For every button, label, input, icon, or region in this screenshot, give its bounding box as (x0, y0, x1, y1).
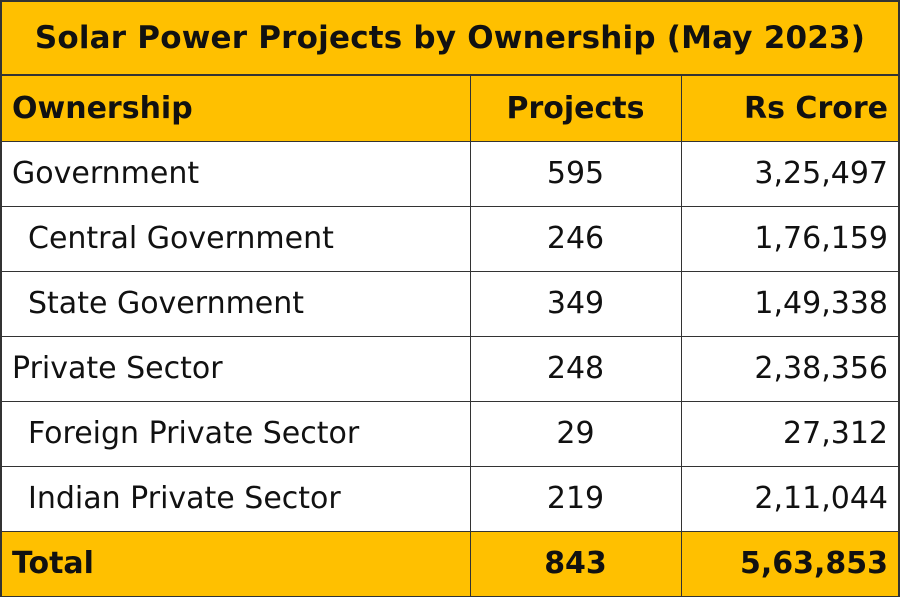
total-projects: 843 (470, 531, 682, 596)
table-row: Government 595 3,25,497 (2, 141, 898, 207)
ownership-cell: Private Sector (2, 336, 471, 402)
column-header-rs-crore: Rs Crore (681, 76, 898, 142)
column-header-ownership: Ownership (2, 76, 471, 142)
table-row: Foreign Private Sector 29 27,312 (2, 401, 898, 467)
projects-cell: 29 (470, 401, 682, 467)
ownership-table: Ownership Projects Rs Crore Government 5… (2, 76, 898, 596)
total-row: Total 843 5,63,853 (2, 531, 898, 596)
table-row: Private Sector 248 2,38,356 (2, 336, 898, 402)
ownership-cell: Foreign Private Sector (2, 401, 471, 467)
ownership-cell: Indian Private Sector (2, 466, 471, 532)
projects-cell: 248 (470, 336, 682, 402)
projects-cell: 219 (470, 466, 682, 532)
header-row: Ownership Projects Rs Crore (2, 76, 898, 142)
table-row: Indian Private Sector 219 2,11,044 (2, 466, 898, 532)
column-header-projects: Projects (470, 76, 682, 142)
rs-crore-cell: 2,11,044 (681, 466, 898, 532)
table-title: Solar Power Projects by Ownership (May 2… (2, 2, 898, 76)
rs-crore-cell: 1,76,159 (681, 206, 898, 272)
table-row: Central Government 246 1,76,159 (2, 206, 898, 272)
ownership-cell: State Government (2, 271, 471, 337)
ownership-cell: Government (2, 141, 471, 207)
rs-crore-cell: 1,49,338 (681, 271, 898, 337)
rs-crore-cell: 3,25,497 (681, 141, 898, 207)
table-row: State Government 349 1,49,338 (2, 271, 898, 337)
total-rs-crore: 5,63,853 (681, 531, 898, 596)
projects-cell: 349 (470, 271, 682, 337)
ownership-cell: Central Government (2, 206, 471, 272)
total-label: Total (2, 531, 471, 596)
projects-cell: 595 (470, 141, 682, 207)
rs-crore-cell: 2,38,356 (681, 336, 898, 402)
rs-crore-cell: 27,312 (681, 401, 898, 467)
projects-cell: 246 (470, 206, 682, 272)
